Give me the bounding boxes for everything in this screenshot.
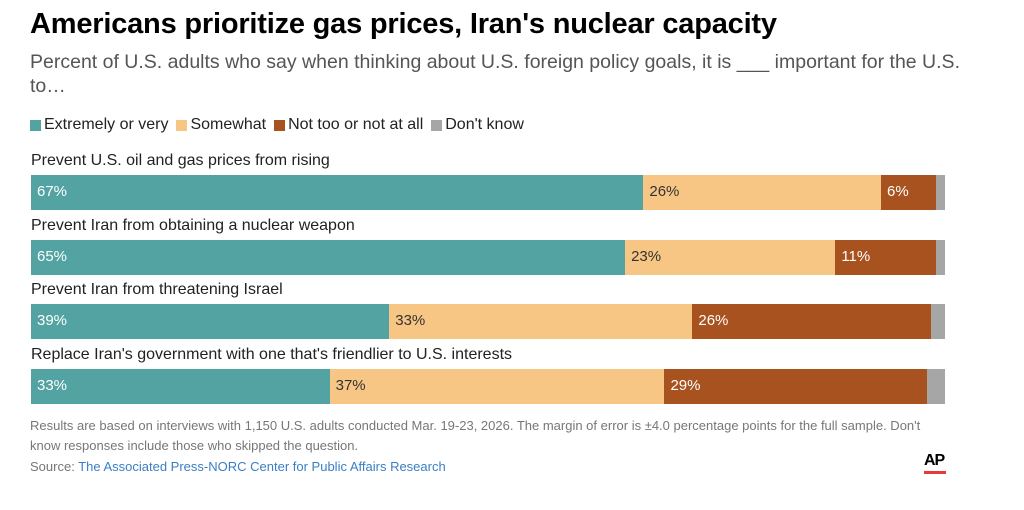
stacked-bar: 67% 26% 6% — [31, 175, 945, 210]
legend-item: Extremely or very — [30, 116, 168, 134]
data-label: 29% — [670, 377, 701, 394]
chart-subtitle: Percent of U.S. adults who say when thin… — [30, 51, 960, 97]
bar-segment: 26% — [692, 304, 932, 339]
legend-item: Don't know — [431, 116, 524, 134]
chart-title: Americans prioritize gas prices, Iran's … — [30, 8, 777, 40]
bar-segment: 33% — [31, 369, 330, 404]
legend-swatch — [30, 119, 41, 131]
data-label: 33% — [37, 377, 68, 394]
category-label: Replace Iran's government with one that'… — [31, 346, 513, 363]
legend: Extremely or very Somewhat Not too or not … — [30, 116, 532, 134]
stacked-bar: 39% 33% 26% — [31, 304, 945, 339]
bar-segment: 39% — [31, 304, 390, 339]
bar-segment: 65% — [31, 240, 626, 275]
stacked-bar: 65% 23% 11% — [31, 240, 945, 275]
bar-segment: 37% — [329, 369, 665, 404]
legend-swatch — [176, 119, 188, 131]
legend-swatch — [431, 119, 443, 131]
bar-segment: 67% — [31, 175, 644, 210]
legend-swatch — [274, 119, 286, 131]
data-label: 26% — [698, 312, 729, 329]
data-label: 67% — [37, 183, 68, 200]
legend-label: Don't know — [445, 116, 524, 133]
bar-segment: 26% — [643, 175, 881, 210]
source-prefix: Source: — [30, 459, 79, 474]
ap-logo: AP — [924, 452, 945, 469]
ap-logo-underline — [924, 471, 946, 474]
data-label: 11% — [841, 248, 871, 265]
legend-label: Extremely or very — [44, 116, 169, 133]
data-label: 37% — [335, 377, 366, 394]
source-line: Source: The Associated Press-NORC Center… — [30, 459, 446, 474]
bar-segment — [935, 240, 945, 275]
data-label: 33% — [395, 312, 426, 329]
bar-segment — [926, 369, 945, 404]
data-label: 23% — [631, 248, 662, 265]
data-label: 65% — [37, 248, 68, 265]
bar-segment: 11% — [835, 240, 936, 275]
legend-item: Not too or not at all — [274, 116, 423, 134]
footnote: Results are based on interviews with 1,1… — [30, 418, 921, 453]
legend-label: Somewhat — [190, 116, 267, 133]
data-label: 26% — [649, 183, 680, 200]
legend-item: Somewhat — [176, 116, 266, 134]
category-label: Prevent U.S. oil and gas prices from ris… — [31, 152, 330, 169]
bar-segment: 33% — [389, 304, 693, 339]
bar-segment — [931, 304, 945, 339]
bar-segment: 23% — [625, 240, 836, 275]
stacked-bar: 33% 37% 29% — [31, 369, 945, 404]
data-label: 6% — [887, 183, 909, 200]
category-label: Prevent Iran from threatening Israel — [31, 281, 283, 298]
source-link[interactable]: The Associated Press-NORC Center for Pub… — [78, 459, 446, 474]
bar-segment: 6% — [881, 175, 936, 210]
data-label: 39% — [37, 312, 68, 329]
legend-label: Not too or not at all — [288, 116, 424, 133]
bar-segment — [935, 175, 945, 210]
bar-segment: 29% — [664, 369, 927, 404]
category-label: Prevent Iran from obtaining a nuclear we… — [31, 217, 355, 234]
